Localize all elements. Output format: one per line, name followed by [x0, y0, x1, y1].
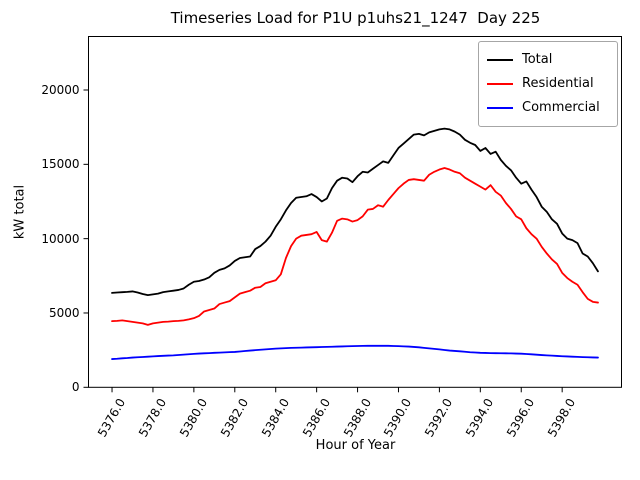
legend-label: Commercial	[522, 100, 600, 115]
legend-line-swatch-commercial	[487, 107, 513, 109]
y-tick-label: 5000	[48, 305, 80, 320]
series-line-commercial	[111, 344, 599, 360]
y-tick-label: 0	[71, 380, 80, 395]
y-tick-label: 20000	[41, 83, 80, 97]
plot-border	[88, 36, 622, 388]
series-line-total	[111, 127, 599, 297]
legend-entry: Residential	[487, 72, 609, 96]
legend-label: Total	[522, 52, 553, 67]
series-line-residential	[111, 167, 599, 326]
chart-title: Timeseries Load for P1U p1uhs21_1247 Day…	[170, 9, 541, 27]
legend-entry: Total	[487, 48, 609, 72]
legend-entry: Commercial	[487, 96, 609, 120]
y-tick-label: 15000	[41, 157, 80, 172]
legend-label: Residential	[522, 76, 594, 91]
y-tick-label: 10000	[41, 231, 80, 246]
x-axis-label: Hour of Year	[315, 438, 396, 453]
legend: Total Residential Commercial	[478, 41, 618, 127]
legend-line-swatch-total	[487, 59, 513, 61]
legend-line-swatch-residential	[487, 83, 513, 85]
